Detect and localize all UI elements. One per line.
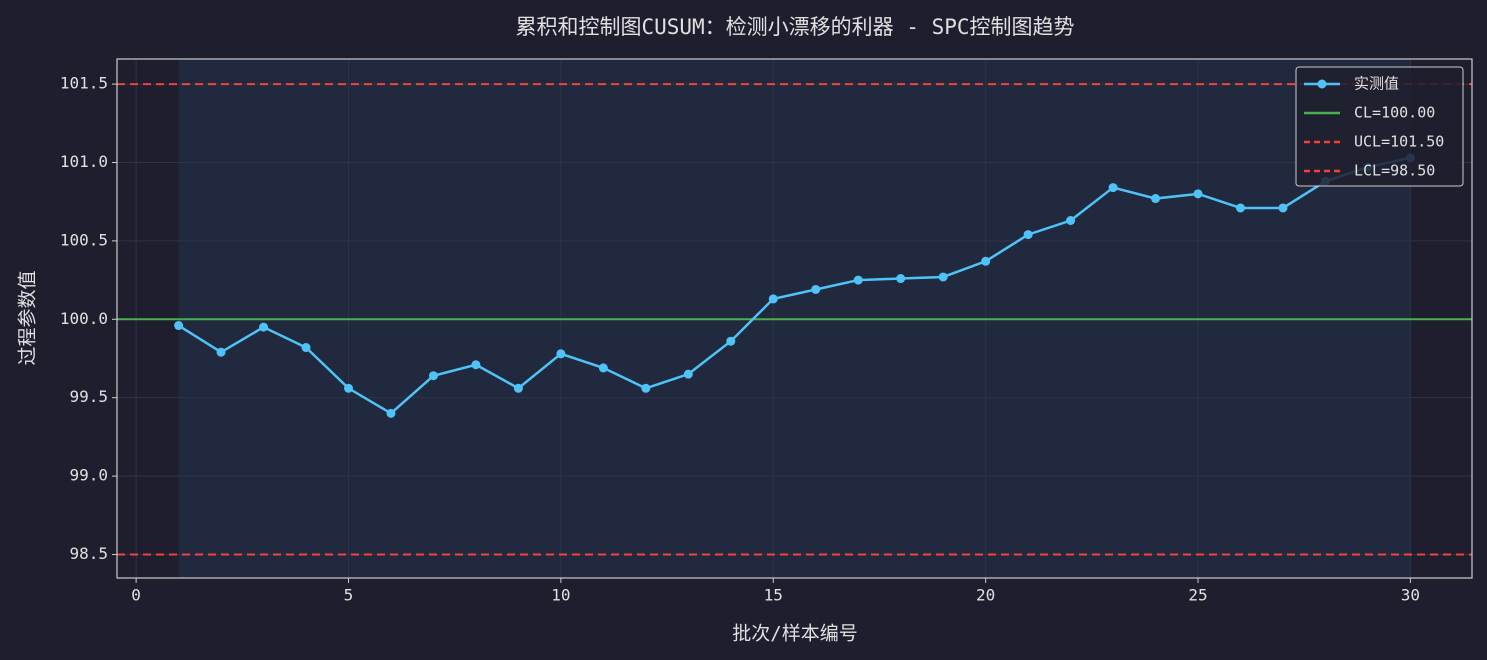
data-point: [556, 349, 566, 359]
plot-frame: [116, 58, 1473, 579]
y-tick-label: 99.0: [69, 466, 108, 485]
data-point: [768, 294, 778, 304]
data-point: [1193, 189, 1203, 199]
data-point: [301, 343, 311, 353]
data-point: [1108, 183, 1118, 193]
data-point: [598, 363, 608, 373]
data-point: [981, 256, 991, 266]
data-point: [938, 272, 948, 282]
series-line: [177, 156, 1411, 415]
data-point: [174, 321, 184, 331]
data-point: [216, 347, 226, 357]
y-tick-label: 98.5: [69, 544, 108, 563]
x-tick-label: 25: [1188, 586, 1207, 605]
data-point: [343, 383, 353, 393]
data-point: [513, 383, 523, 393]
legend-label: 实测值: [1354, 75, 1399, 93]
legend-label: UCL=101.50: [1354, 133, 1444, 151]
legend-label: CL=100.00: [1354, 104, 1435, 122]
x-tick-label: 0: [131, 586, 141, 605]
y-tick-label: 101.5: [60, 74, 108, 93]
data-point: [726, 336, 736, 346]
legend-marker: [1317, 79, 1327, 89]
legend-label: LCL=98.50: [1354, 162, 1435, 180]
x-tick-label: 20: [976, 586, 995, 605]
data-point: [811, 284, 821, 294]
x-tick-label: 15: [764, 586, 783, 605]
chart-title: 累积和控制图CUSUM：检测小漂移的利器 - SPC控制图趋势: [515, 15, 1074, 39]
y-tick-label: 101.0: [60, 152, 108, 171]
data-point: [1151, 194, 1161, 204]
x-tick-label: 10: [551, 586, 570, 605]
y-tick-label: 99.5: [69, 387, 108, 406]
data-point: [853, 275, 863, 285]
data-point: [259, 322, 269, 332]
y-axis-label: 过程参数值: [17, 270, 39, 365]
data-point: [1278, 203, 1288, 213]
y-tick-label: 100.5: [60, 230, 108, 249]
data-point: [683, 369, 693, 379]
data-point: [1023, 230, 1033, 240]
y-tick-label: 100.0: [60, 309, 108, 328]
x-tick-label: 30: [1401, 586, 1420, 605]
data-point: [1236, 203, 1246, 213]
data-point: [1066, 216, 1076, 226]
data-point: [471, 360, 481, 370]
x-tick-label: 5: [344, 586, 354, 605]
data-point: [386, 408, 396, 418]
data-point: [896, 274, 906, 284]
data-point: [428, 371, 438, 381]
legend-box: [1295, 66, 1464, 187]
x-axis-label: 批次/样本编号: [732, 623, 857, 645]
data-point: [641, 383, 651, 393]
